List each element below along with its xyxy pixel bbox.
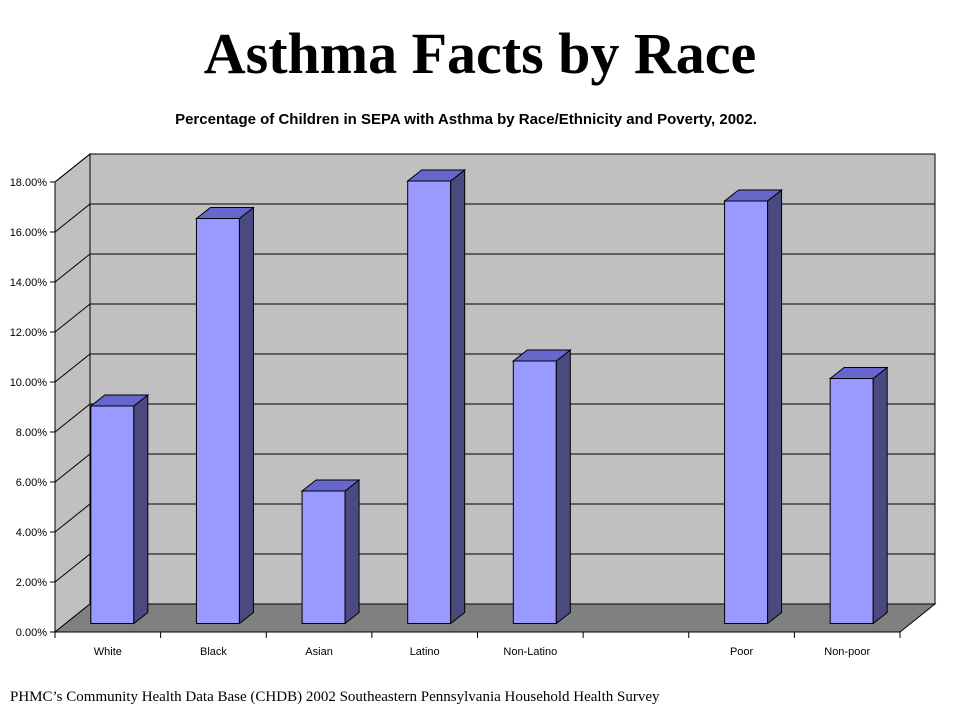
bar-side	[555, 348, 571, 625]
bars	[89, 168, 889, 625]
bar-top	[828, 367, 889, 379]
gridline	[54, 553, 935, 583]
y-tick-label: 12.00%	[10, 327, 48, 339]
y-tick-label: 0.00%	[16, 627, 47, 639]
bar-top	[194, 207, 255, 219]
gridline	[54, 403, 935, 433]
source-note: PHMC’s Community Health Data Base (CHDB)…	[10, 689, 660, 705]
bar-front	[195, 218, 240, 624]
bar-top	[511, 349, 572, 362]
gridline	[54, 353, 935, 383]
bar	[300, 478, 361, 625]
bar-front	[407, 180, 452, 624]
gridline	[54, 503, 935, 533]
bar-chart: Percentage of Children in SEPA with Asth…	[10, 111, 937, 658]
bar-top	[723, 189, 784, 202]
x-tick-label: Latino	[410, 646, 440, 658]
y-tick-label: 10.00%	[10, 377, 48, 389]
bar-top	[300, 479, 361, 492]
side-wall	[54, 152, 91, 634]
bar	[723, 188, 784, 625]
chart-title: Percentage of Children in SEPA with Asth…	[175, 111, 757, 128]
bar	[511, 348, 572, 625]
y-tick-label: 4.00%	[16, 527, 47, 539]
y-tick-label: 14.00%	[10, 277, 48, 289]
gridline	[54, 153, 935, 183]
y-tick-label: 6.00%	[16, 477, 47, 489]
gridline	[54, 453, 935, 483]
bar-front	[512, 360, 557, 624]
bar	[89, 393, 150, 625]
x-tick-label: White	[94, 646, 122, 658]
chart-walls	[53, 152, 937, 634]
bar-side	[133, 393, 149, 625]
gridline	[54, 253, 935, 283]
bar	[406, 168, 467, 625]
bar-front	[829, 378, 874, 624]
bar-front	[724, 200, 769, 624]
bar-front	[301, 490, 346, 624]
x-tick-label: Poor	[730, 646, 754, 658]
x-tick-label: Non-Latino	[503, 646, 557, 658]
y-tick-label: 16.00%	[10, 227, 48, 239]
slide-title: Asthma Facts by Race	[203, 21, 757, 86]
gridline	[54, 203, 935, 233]
gridline	[54, 303, 935, 333]
y-tick-label: 8.00%	[16, 427, 47, 439]
bar-top	[89, 394, 150, 407]
floor	[53, 603, 937, 633]
bar-side	[450, 168, 466, 625]
bar-side	[767, 188, 783, 625]
y-tick-label: 18.00%	[10, 177, 48, 189]
bar-side	[238, 206, 254, 625]
gridlines	[54, 153, 935, 583]
bar	[828, 366, 889, 625]
x-tick-label: Asian	[305, 646, 333, 658]
x-tick-label: Non-poor	[824, 646, 870, 658]
y-tick-label: 2.00%	[16, 577, 47, 589]
bar-front	[90, 405, 135, 624]
x-axis: White Black Asian Latino Non-Latino Poor Non-p…	[54, 631, 901, 658]
bar-side	[872, 366, 888, 625]
bar	[194, 206, 255, 625]
x-tick-label: Black	[200, 646, 227, 658]
bar-top	[406, 169, 467, 182]
bar-side	[344, 478, 360, 625]
y-axis: 0.00% 2.00% 4.00% 6.00% 8.00% 10.00% 12.00% 14.…	[10, 177, 56, 639]
